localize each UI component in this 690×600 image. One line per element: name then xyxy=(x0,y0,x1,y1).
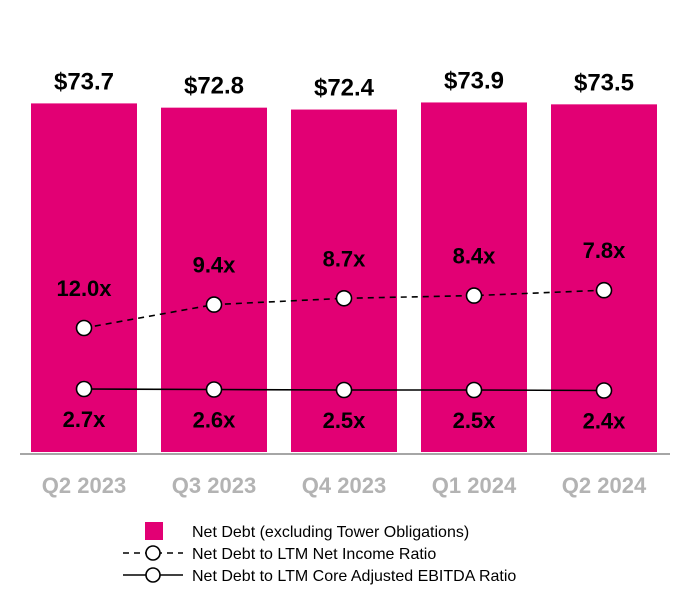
x-tick-label: Q4 2023 xyxy=(302,473,386,498)
ratio-label: 9.4x xyxy=(193,253,237,278)
marker-net-debt-to-ltm-core-adjusted-ebitda-ratio xyxy=(335,381,353,399)
legend-label: Net Debt to LTM Core Adjusted EBITDA Rat… xyxy=(192,568,516,585)
ratio-label: 2.7x xyxy=(63,407,107,432)
bar-value-label: $73.7 xyxy=(54,68,114,95)
ratio-label: 7.8x xyxy=(583,238,627,263)
marker-net-debt-to-ltm-net-income-ratio xyxy=(205,296,223,313)
x-tick-label: Q1 2024 xyxy=(432,473,517,498)
x-tick-label: Q3 2023 xyxy=(172,473,256,498)
legend-swatch-marker xyxy=(145,545,161,561)
marker-net-debt-to-ltm-core-adjusted-ebitda-ratio xyxy=(75,380,93,398)
ratio-label: 12.0x xyxy=(56,276,112,301)
legend-label: Net Debt (excluding Tower Obligations) xyxy=(192,524,469,541)
marker-net-debt-to-ltm-core-adjusted-ebitda-ratio xyxy=(205,381,223,398)
bar-value-label: $72.8 xyxy=(184,73,244,100)
x-tick-label: Q2 2023 xyxy=(42,473,126,498)
ratio-label: 2.4x xyxy=(583,409,627,434)
ratio-label: 2.5x xyxy=(323,408,367,433)
line-net-debt-to-ltm-net-income-ratio xyxy=(83,289,605,329)
x-tick-labels: Q2 2023 Q3 2023 Q4 2023 Q1 2024 Q2 2024 xyxy=(42,473,647,498)
bar-q4-2023 xyxy=(291,109,397,452)
marker-net-debt-to-ltm-net-income-ratio xyxy=(335,289,353,307)
legend: Net Debt (excluding Tower Obligations) Ne… xyxy=(123,522,516,585)
marker-net-debt-to-ltm-net-income-ratio xyxy=(465,287,483,304)
bar-q3-2023 xyxy=(161,107,267,452)
marker-net-debt-to-ltm-net-income-ratio xyxy=(595,281,613,299)
legend-label: Net Debt to LTM Net Income Ratio xyxy=(192,546,436,563)
marker-net-debt-to-ltm-net-income-ratio xyxy=(75,319,93,337)
marker-net-debt-to-ltm-core-adjusted-ebitda-ratio xyxy=(465,381,483,399)
ratio-label: 8.4x xyxy=(453,244,497,269)
legend-swatch-bar xyxy=(145,522,163,540)
ratio-label: 2.6x xyxy=(193,408,237,433)
bar-value-label: $73.9 xyxy=(444,67,504,94)
marker-net-debt-to-ltm-core-adjusted-ebitda-ratio xyxy=(595,382,613,399)
bar-value-label: $73.5 xyxy=(574,69,634,96)
x-tick-label: Q2 2024 xyxy=(562,473,647,498)
ratio-label: 8.7x xyxy=(323,246,367,271)
bar-q2-2024 xyxy=(551,104,657,452)
ratio-label: 2.5x xyxy=(453,408,497,433)
bar-q1-2024 xyxy=(421,102,527,452)
legend-swatch-marker xyxy=(145,567,161,583)
bar-value-label: $72.4 xyxy=(314,75,375,102)
ratio-lines-layer: 12.0x 9.4x 8.7x 8.4x 7.8x 2.7x 2.6x 2.5x 2.5x 2.4… xyxy=(56,238,626,433)
